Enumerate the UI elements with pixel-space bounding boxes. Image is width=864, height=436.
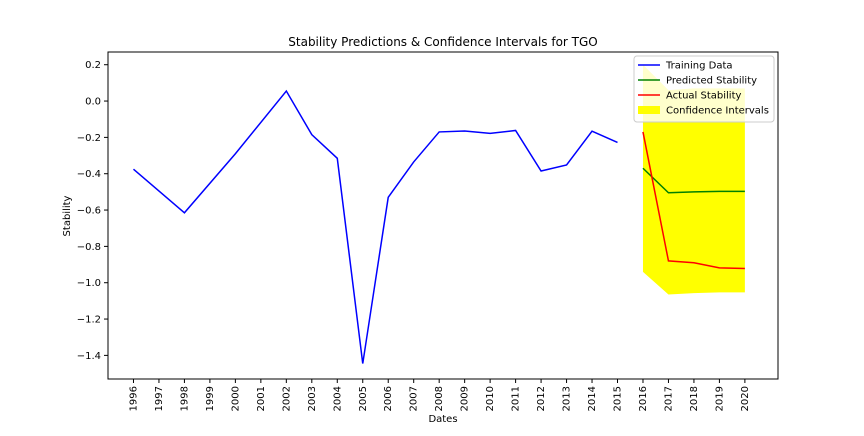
series-line-training-data <box>132 89 618 364</box>
x-tick-label: 2012 <box>536 386 547 411</box>
x-tick-label: 2003 <box>307 386 318 411</box>
y-axis: 0.2 0.0 −0.2 −0.4 −0.6 −0.8 −1.0 −1.2 −1.4 <box>77 60 108 362</box>
x-tick-label: 2020 <box>740 386 751 411</box>
legend-entry-label: Actual Stability <box>666 91 742 102</box>
plot-frame <box>107 51 779 380</box>
series-layer <box>132 89 745 364</box>
y-tick-label: −0.8 <box>77 242 101 253</box>
y-tick-label: −0.6 <box>77 206 101 217</box>
y-tick-label: 0.0 <box>85 97 101 108</box>
x-tick-label: 2004 <box>332 386 343 411</box>
y-tick-label: −1.0 <box>77 278 101 289</box>
legend-entry-label: Training Data <box>665 61 733 72</box>
y-tick-label: −0.4 <box>77 169 101 180</box>
x-tick-label: 2005 <box>358 386 369 411</box>
y-axis-label: Stability <box>62 195 73 236</box>
x-tick-label: 2015 <box>613 386 624 411</box>
x-tick-label: 2019 <box>714 386 725 411</box>
series-line-predicted-stability <box>642 167 745 194</box>
y-tick-label: −0.2 <box>77 133 101 144</box>
x-tick-label: 2009 <box>460 386 471 411</box>
x-axis: 1996 1997 1998 1999 2000 2001 2002 2003 2004 2005… <box>128 379 751 411</box>
x-tick-label: 2008 <box>434 386 445 411</box>
x-tick-label: 2007 <box>409 386 420 411</box>
x-tick-label: 2018 <box>689 386 700 411</box>
legend-box <box>633 55 775 123</box>
x-tick-label: 2006 <box>383 386 394 411</box>
x-tick-label: 1998 <box>179 386 190 411</box>
x-tick-label: 2014 <box>587 386 598 411</box>
x-tick-label: 2001 <box>256 386 267 411</box>
x-tick-label: 2002 <box>281 386 292 411</box>
y-tick-label: −1.2 <box>77 315 101 326</box>
legend-entry-label: Predicted Stability <box>666 76 757 87</box>
legend-swatch-patch <box>638 106 660 114</box>
x-tick-label: 2017 <box>663 386 674 411</box>
legend: Training Data Predicted Stability Actual S… <box>633 55 775 123</box>
series-line-actual-stability <box>642 131 745 270</box>
x-tick-label: 2010 <box>485 386 496 411</box>
legend-entry-label: Confidence Intervals <box>666 106 769 117</box>
x-tick-label: 2013 <box>562 386 573 411</box>
x-tick-label: 1999 <box>205 386 216 411</box>
x-tick-label: 2016 <box>638 386 649 411</box>
x-tick-label: 2011 <box>511 386 522 411</box>
y-tick-label: −1.4 <box>77 351 101 362</box>
x-axis-label: Dates <box>428 414 457 425</box>
y-tick-label: 0.2 <box>85 60 101 71</box>
x-tick-label: 1997 <box>154 386 165 411</box>
x-tick-label: 2000 <box>230 386 241 411</box>
x-tick-label: 1996 <box>128 386 139 411</box>
chart-title: Stability Predictions & Confidence Inter… <box>288 35 597 49</box>
